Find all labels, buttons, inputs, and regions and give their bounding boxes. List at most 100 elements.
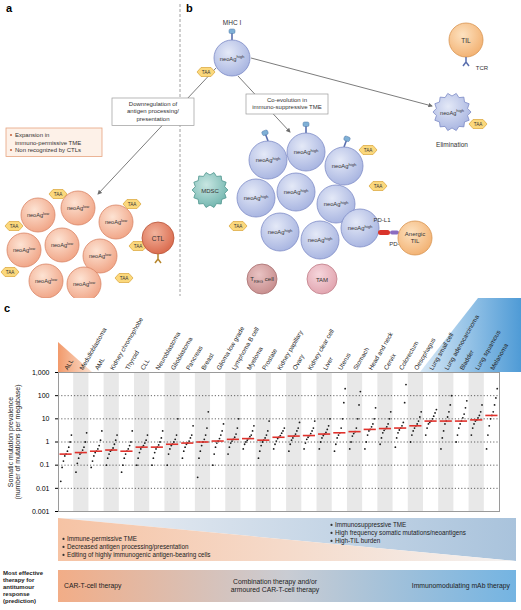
svg-text:CTL: CTL xyxy=(152,235,165,242)
svg-text:b: b xyxy=(186,2,193,14)
svg-text:Immune-permissive TME: Immune-permissive TME xyxy=(67,535,137,543)
svg-text:Lung small cell: Lung small cell xyxy=(427,331,455,371)
svg-text:neoAghigh: neoAghigh xyxy=(256,156,281,163)
svg-text:TAA: TAA xyxy=(202,70,212,75)
svg-text:TAA: TAA xyxy=(128,202,138,207)
svg-text:100: 100 xyxy=(38,392,50,399)
svg-text:Combination therapy and/or: Combination therapy and/or xyxy=(233,578,318,586)
svg-text:neoAglow: neoAglow xyxy=(67,204,89,211)
svg-text:Glioblastoma: Glioblastoma xyxy=(169,335,194,371)
svg-text:Melanoma: Melanoma xyxy=(488,342,509,371)
svg-text:TAM: TAM xyxy=(316,277,328,283)
svg-text:neoAghigh: neoAghigh xyxy=(332,162,357,169)
svg-text:neoAghigh: neoAghigh xyxy=(294,148,319,155)
svg-text:Oesophagus: Oesophagus xyxy=(412,336,437,371)
svg-text:neoAghigh: neoAghigh xyxy=(268,228,293,235)
svg-text:0.1: 0.1 xyxy=(40,461,50,468)
svg-text:TAA: TAA xyxy=(134,244,144,249)
svg-text:Decreased antigen processing/p: Decreased antigen processing/presentatio… xyxy=(67,543,189,551)
svg-text:response: response xyxy=(3,591,30,597)
svg-text:Most effective: Most effective xyxy=(3,570,44,576)
svg-text:c: c xyxy=(4,302,10,314)
svg-text:High frequency somatic mutatio: High frequency somatic mutations/neoanti… xyxy=(335,529,466,537)
svg-text:Non recognized by CTLs: Non recognized by CTLs xyxy=(15,147,81,153)
svg-text:MDSC: MDSC xyxy=(201,188,219,194)
svg-text:neoAglow: neoAglow xyxy=(89,252,111,259)
svg-text:TREG cell: TREG cell xyxy=(250,276,274,284)
svg-text:TAA: TAA xyxy=(6,270,16,275)
svg-text:neoAglow: neoAglow xyxy=(105,218,127,225)
svg-text:TAA: TAA xyxy=(364,148,374,153)
svg-text:CLL: CLL xyxy=(139,357,151,371)
svg-text:(prediction): (prediction) xyxy=(3,598,36,604)
svg-text:AML: AML xyxy=(93,356,106,371)
svg-text:Lung squamous: Lung squamous xyxy=(473,328,502,371)
svg-text:1: 1 xyxy=(46,438,50,445)
svg-text:Lung adenocarcinoma: Lung adenocarcinoma xyxy=(442,313,481,371)
svg-text:neoAghigh: neoAghigh xyxy=(284,188,309,195)
svg-text:antitumour: antitumour xyxy=(3,584,35,590)
svg-text:Liver: Liver xyxy=(321,356,334,371)
svg-text:antigen processing/: antigen processing/ xyxy=(127,108,179,114)
svg-text:Ovary: Ovary xyxy=(291,352,307,371)
svg-text:Neuroblastoma: Neuroblastoma xyxy=(153,330,182,371)
svg-text:TAA: TAA xyxy=(54,192,64,197)
svg-text:neoAglow: neoAglow xyxy=(27,211,49,218)
svg-text:neoAglow: neoAglow xyxy=(51,241,73,248)
svg-text:neoAghigh: neoAghigh xyxy=(244,194,269,201)
svg-text:Downregulation of: Downregulation of xyxy=(129,101,178,107)
svg-text:Colorectum: Colorectum xyxy=(397,339,420,371)
svg-text:presentation: presentation xyxy=(136,116,169,122)
svg-text:PD-L1: PD-L1 xyxy=(373,217,391,223)
svg-text:10: 10 xyxy=(42,415,50,422)
svg-text:Somatic mutation prevalence(nu: Somatic mutation prevalence(number of mu… xyxy=(7,384,22,499)
svg-text:Co-evolution in: Co-evolution in xyxy=(267,97,307,103)
svg-text:Breast: Breast xyxy=(200,352,215,371)
svg-text:Kidney papillary: Kidney papillary xyxy=(276,328,306,371)
svg-text:immuno-permissive TME: immuno-permissive TME xyxy=(15,140,81,146)
svg-text:Lymphoma B cell: Lymphoma B cell xyxy=(229,325,260,371)
svg-text:ALL: ALL xyxy=(63,357,75,371)
svg-text:armoured CAR-T-cell therapy: armoured CAR-T-cell therapy xyxy=(231,586,320,594)
svg-text:neoAghigh: neoAghigh xyxy=(308,236,333,243)
svg-text:Cervix: Cervix xyxy=(382,351,397,371)
svg-text:TIL: TIL xyxy=(461,37,471,44)
svg-text:Editing of highly immunogenic: Editing of highly immunogenic antigen-be… xyxy=(67,551,211,559)
svg-text:TAA: TAA xyxy=(234,224,244,229)
svg-text:TAA: TAA xyxy=(120,276,130,281)
svg-text:Immunomodulating mAb therapy: Immunomodulating mAb therapy xyxy=(412,582,511,590)
svg-text:therapy for: therapy for xyxy=(3,577,35,583)
svg-text:Immunosuppressive TME: Immunosuppressive TME xyxy=(335,521,406,529)
svg-text:neoAglow: neoAglow xyxy=(73,280,95,287)
svg-text:Glioma low grade: Glioma low grade xyxy=(214,325,246,371)
svg-text:Anergic: Anergic xyxy=(405,231,425,237)
svg-text:neoAghigh: neoAghigh xyxy=(220,54,245,61)
svg-text:a: a xyxy=(6,2,13,14)
svg-text:Pancreas: Pancreas xyxy=(184,344,204,371)
svg-text:neoAglow: neoAglow xyxy=(13,246,35,253)
svg-text:TCR: TCR xyxy=(476,65,489,71)
svg-text:Expansion in: Expansion in xyxy=(15,132,49,138)
svg-text:Kidney chromophobe: Kidney chromophobe xyxy=(108,316,145,372)
svg-text:TAA: TAA xyxy=(10,224,20,229)
svg-text:neoAghigh: neoAghigh xyxy=(348,224,373,231)
svg-text:neoAghigh: neoAghigh xyxy=(440,108,464,115)
svg-text:MHC I: MHC I xyxy=(223,19,242,26)
svg-text:High-TIL burden: High-TIL burden xyxy=(335,537,381,545)
svg-text:Medulloblastoma: Medulloblastoma xyxy=(78,326,108,371)
svg-text:TAA: TAA xyxy=(374,184,384,189)
svg-text:TIL: TIL xyxy=(411,238,420,244)
svg-text:0.001: 0.001 xyxy=(32,508,50,515)
svg-text:1,000: 1,000 xyxy=(32,369,50,376)
svg-text:CAR-T-cell therapy: CAR-T-cell therapy xyxy=(64,582,122,590)
svg-text:neoAghigh: neoAghigh xyxy=(324,200,349,207)
svg-text:Head and neck: Head and neck xyxy=(366,330,394,371)
svg-text:neoAglow: neoAglow xyxy=(35,277,57,284)
svg-text:Uterus: Uterus xyxy=(336,351,351,371)
svg-text:immuno-suppressive TME: immuno-suppressive TME xyxy=(252,104,322,110)
svg-text:Kidney clear cell: Kidney clear cell xyxy=(306,328,336,372)
svg-text:0.01: 0.01 xyxy=(36,485,50,492)
svg-text:Elimination: Elimination xyxy=(436,141,468,148)
svg-text:TAA: TAA xyxy=(474,122,484,127)
svg-text:Stomach: Stomach xyxy=(351,346,371,371)
